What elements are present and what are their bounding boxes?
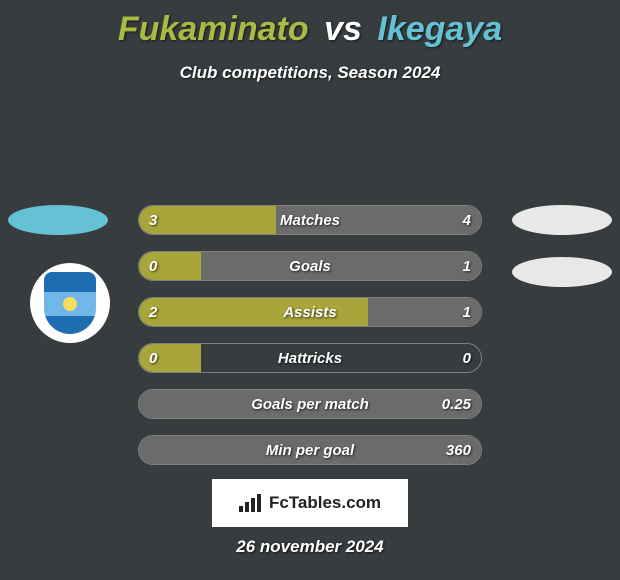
stat-label: Assists (139, 298, 481, 327)
stat-value-right: 360 (446, 436, 471, 465)
stat-value-left: 2 (149, 298, 157, 327)
player2-badge-oval-1 (512, 205, 612, 235)
stat-value-left: 0 (149, 344, 157, 373)
stat-value-right: 4 (463, 206, 471, 235)
page-title: Fukaminato vs Ikegaya (0, 0, 620, 49)
date-text: 26 november 2024 (0, 537, 620, 557)
stat-row: Goals per match0.25 (138, 389, 482, 419)
stat-label: Goals (139, 252, 481, 281)
club-logo (30, 263, 110, 343)
stat-row: Assists2 1 (138, 297, 482, 327)
brand-box: FcTables.com (212, 479, 408, 527)
stat-label: Matches (139, 206, 481, 235)
stat-label: Min per goal (139, 436, 481, 465)
club-crest-icon (44, 272, 96, 334)
player2-badge-oval-2 (512, 257, 612, 287)
stat-row: Min per goal360 (138, 435, 482, 465)
stat-bars: Matches34Goals01Assists21Hattricks00Goal… (138, 205, 482, 481)
stat-label: Goals per match (139, 390, 481, 419)
stat-value-left: 0 (149, 252, 157, 281)
stat-row: Goals0 1 (138, 251, 482, 281)
stat-row: Matches3 4 (138, 205, 482, 235)
player1-name: Fukaminato (118, 10, 309, 48)
subtitle: Club competitions, Season 2024 (0, 63, 620, 83)
stat-value-left: 3 (149, 206, 157, 235)
player2-name: Ikegaya (377, 10, 502, 48)
player1-badge-oval (8, 205, 108, 235)
stat-label: Hattricks (139, 344, 481, 373)
stat-value-right: 0.25 (442, 390, 471, 419)
vs-text: vs (324, 10, 362, 48)
stat-value-right: 1 (463, 252, 471, 281)
stat-value-right: 0 (463, 344, 471, 373)
stat-value-right: 1 (463, 298, 471, 327)
stat-row: Hattricks0 0 (138, 343, 482, 373)
brand-bars-icon (239, 494, 263, 512)
brand-text: FcTables.com (269, 493, 381, 513)
